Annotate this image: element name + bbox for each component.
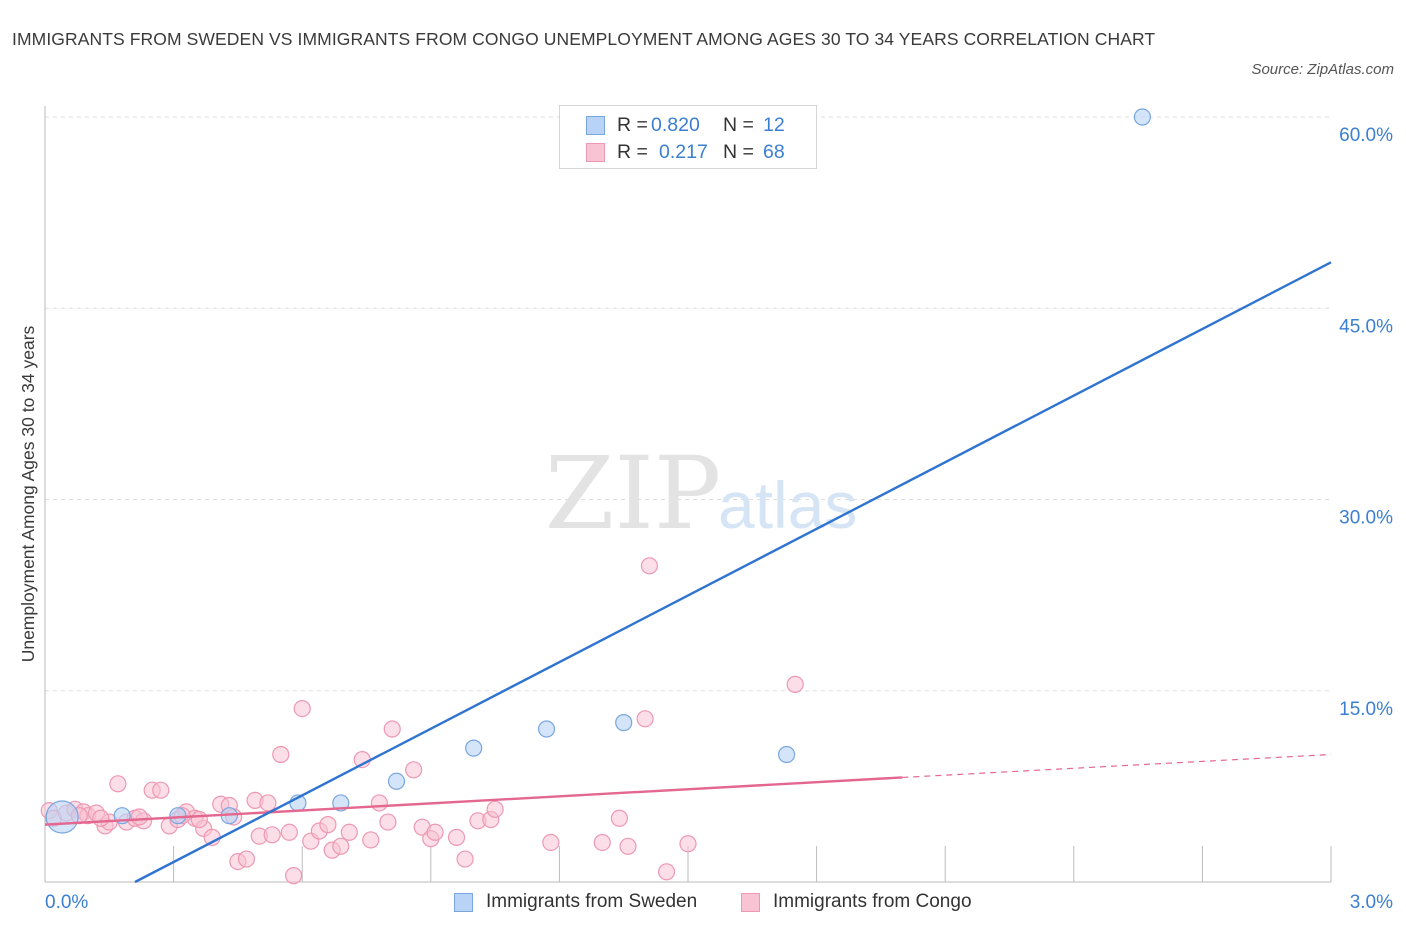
sweden-legend-label: Immigrants from Sweden bbox=[486, 891, 698, 912]
sweden-point-8 bbox=[537, 720, 556, 738]
y-axis-label: Unemployment Among Ages 30 to 34 years bbox=[18, 325, 38, 662]
sweden-n-value: 12 bbox=[763, 113, 785, 136]
congo-point-43 bbox=[383, 720, 401, 738]
sweden-legend-swatch bbox=[454, 892, 473, 912]
congo-trend-extension bbox=[902, 753, 1332, 779]
congo-point-49 bbox=[456, 850, 474, 868]
congo-point-30 bbox=[280, 823, 298, 841]
x-tick-label-0: 0.0% bbox=[45, 892, 88, 913]
congo-point-31 bbox=[285, 867, 303, 885]
y-tick-label-2: 45.0% bbox=[1339, 316, 1393, 337]
congo-point-41 bbox=[370, 794, 388, 812]
congo-swatch bbox=[586, 142, 605, 162]
congo-point-29 bbox=[272, 745, 290, 764]
congo-point-48 bbox=[447, 828, 466, 846]
sweden-point-7 bbox=[465, 739, 483, 757]
congo-point-9 bbox=[109, 775, 127, 793]
congo-point-44 bbox=[405, 761, 423, 779]
congo-point-53 bbox=[542, 833, 560, 852]
sweden-r-value: 0.820 bbox=[651, 113, 700, 136]
y-tick-label-3: 60.0% bbox=[1339, 125, 1393, 146]
sweden-swatch bbox=[586, 115, 605, 135]
congo-point-64 bbox=[130, 808, 148, 826]
y-tick-label-1: 30.0% bbox=[1339, 508, 1393, 529]
congo-point-61 bbox=[786, 675, 804, 693]
congo-trend-line bbox=[44, 776, 903, 826]
watermark-zip: ZIP bbox=[545, 435, 721, 552]
bottom-legend-congo: Immigrants from Congo bbox=[741, 888, 972, 916]
congo-point-14 bbox=[152, 781, 170, 799]
sweden-point-9 bbox=[615, 714, 633, 732]
congo-point-35 bbox=[319, 816, 337, 834]
congo-point-54 bbox=[593, 833, 611, 852]
congo-point-28 bbox=[263, 826, 281, 844]
bottom-legend-sweden: Immigrants from Sweden bbox=[454, 888, 697, 916]
congo-point-55 bbox=[610, 809, 629, 827]
congo-n-label: N = bbox=[723, 140, 754, 163]
chart-title: IMMIGRANTS FROM SWEDEN VS IMMIGRANTS FRO… bbox=[12, 29, 1156, 49]
congo-point-38 bbox=[340, 823, 358, 841]
sweden-point-2 bbox=[169, 807, 187, 825]
sweden-point-11 bbox=[1133, 108, 1151, 126]
congo-point-57 bbox=[636, 710, 654, 728]
congo-point-37 bbox=[332, 837, 350, 855]
legend-row-sweden: R = 0.820 N = 12 bbox=[586, 113, 785, 137]
congo-point-58 bbox=[640, 557, 659, 575]
congo-r-value: 0.217 bbox=[659, 140, 708, 163]
sweden-n-label: N = bbox=[723, 113, 754, 136]
y-tick-label-0: 15.0% bbox=[1339, 699, 1393, 720]
congo-point-40 bbox=[362, 831, 380, 849]
congo-point-52 bbox=[486, 800, 504, 818]
legend-row-congo: R = 0.217 N = 68 bbox=[586, 140, 785, 164]
sweden-point-0 bbox=[45, 800, 79, 834]
sweden-point-6 bbox=[387, 772, 406, 790]
source-label: Source: ZipAtlas.com bbox=[1251, 61, 1394, 78]
x-tick-label-1: 3.0% bbox=[1350, 892, 1393, 913]
sweden-point-10 bbox=[777, 745, 796, 764]
congo-point-63 bbox=[92, 809, 110, 827]
sweden-trend-line bbox=[134, 261, 1332, 884]
congo-point-56 bbox=[619, 837, 637, 855]
congo-point-60 bbox=[679, 835, 697, 853]
congo-r-label: R = bbox=[617, 140, 648, 163]
congo-legend-label: Immigrants from Congo bbox=[773, 891, 972, 912]
congo-point-24 bbox=[237, 850, 256, 868]
congo-point-66 bbox=[190, 810, 208, 829]
congo-point-47 bbox=[426, 823, 444, 841]
congo-point-27 bbox=[259, 794, 277, 812]
sweden-r-label: R = bbox=[617, 113, 648, 136]
congo-point-32 bbox=[293, 699, 311, 718]
correlation-legend: R = 0.820 N = 12 R = 0.217 N = 68 bbox=[559, 105, 817, 169]
congo-legend-swatch bbox=[741, 892, 760, 912]
congo-point-59 bbox=[657, 863, 676, 881]
watermark-atlas: atlas bbox=[718, 468, 857, 542]
congo-point-42 bbox=[379, 813, 397, 831]
congo-n-value: 68 bbox=[763, 140, 785, 163]
